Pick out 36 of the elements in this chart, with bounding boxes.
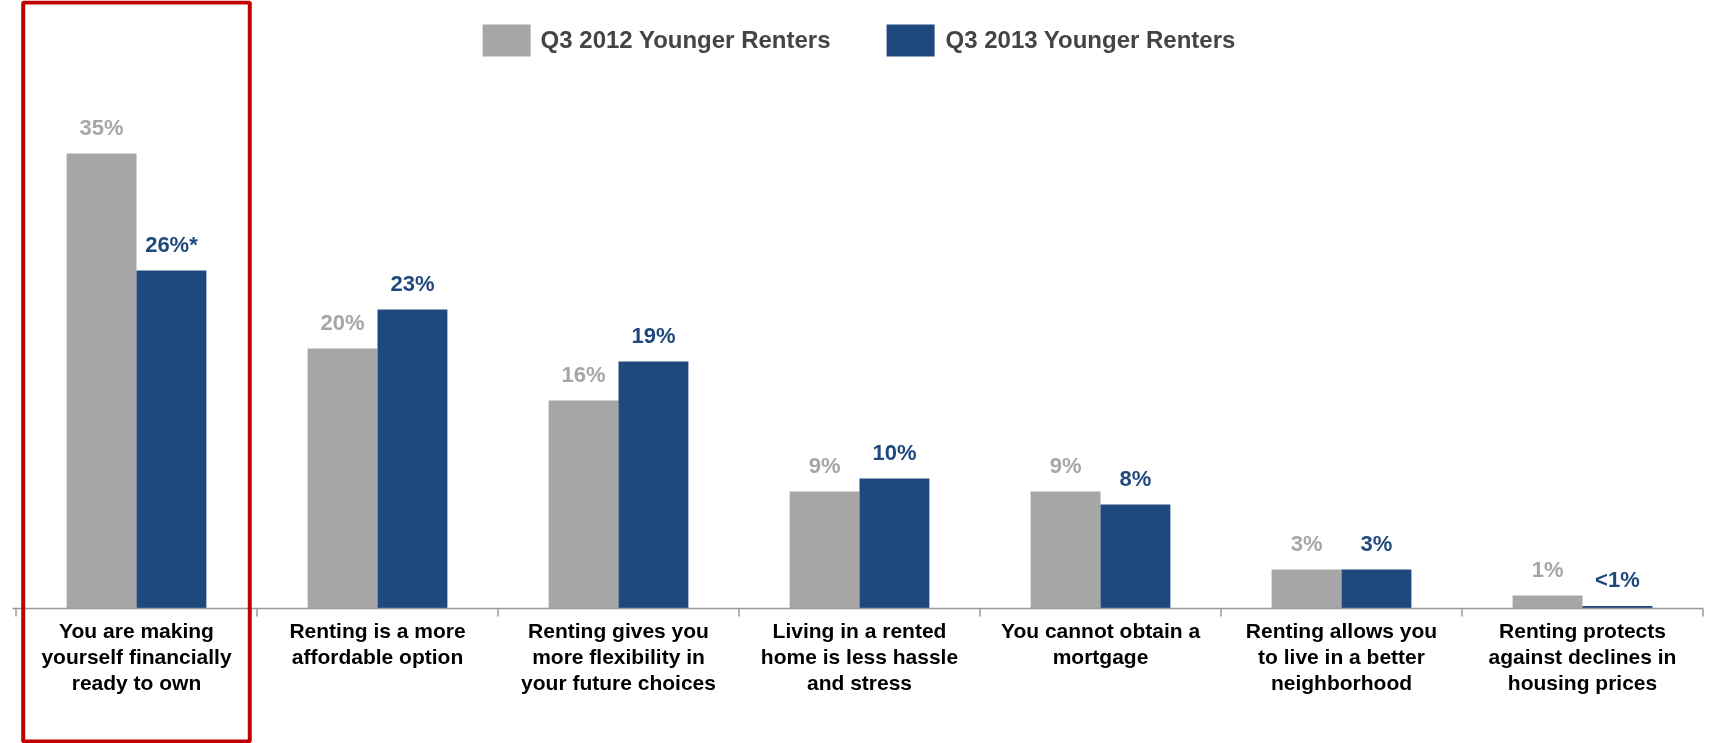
data-label: 3% <box>1360 530 1393 556</box>
data-label: <1% <box>1595 566 1640 592</box>
bar <box>618 361 689 609</box>
bar <box>548 400 619 609</box>
data-label: 10% <box>872 439 917 465</box>
data-label: 26%* <box>145 231 199 257</box>
bar <box>859 478 930 609</box>
x-tick-label: You cannot obtain a mortgage <box>1000 618 1201 668</box>
bar <box>1512 595 1583 609</box>
bar <box>1271 569 1342 609</box>
legend-label: Q3 2012 Younger Renters <box>540 26 831 54</box>
bar <box>1341 569 1412 609</box>
x-tick-label: Renting allows you to live in a better neighborhood <box>1245 618 1438 695</box>
bar <box>1100 504 1171 609</box>
data-label: 23% <box>390 270 435 296</box>
data-label: 3% <box>1290 530 1323 556</box>
bar <box>307 348 378 609</box>
data-label: 1% <box>1531 556 1564 582</box>
bar <box>66 153 137 609</box>
bar <box>377 309 448 609</box>
data-label: 9% <box>1049 452 1082 478</box>
data-label: 8% <box>1119 465 1152 491</box>
bar <box>1030 491 1101 609</box>
x-tick-label: Living in a rented home is less hassle and stress <box>760 618 959 695</box>
legend-label: Q3 2013 Younger Renters <box>945 26 1236 54</box>
x-tick-label: You are making yourself financially ready to own <box>41 618 232 695</box>
data-label: 20% <box>320 309 365 335</box>
data-label: 16% <box>561 361 606 387</box>
data-label: 19% <box>631 322 676 348</box>
data-label: 35% <box>79 114 124 140</box>
data-label: 9% <box>808 452 841 478</box>
x-tick-label: Renting is a more affordable option <box>289 618 466 668</box>
bar <box>789 491 860 609</box>
bar <box>136 270 207 609</box>
x-tick-label: Renting protects against declines in housing prices <box>1488 618 1677 695</box>
x-tick-label: Renting gives you more flexibility in your future choices <box>521 618 716 695</box>
